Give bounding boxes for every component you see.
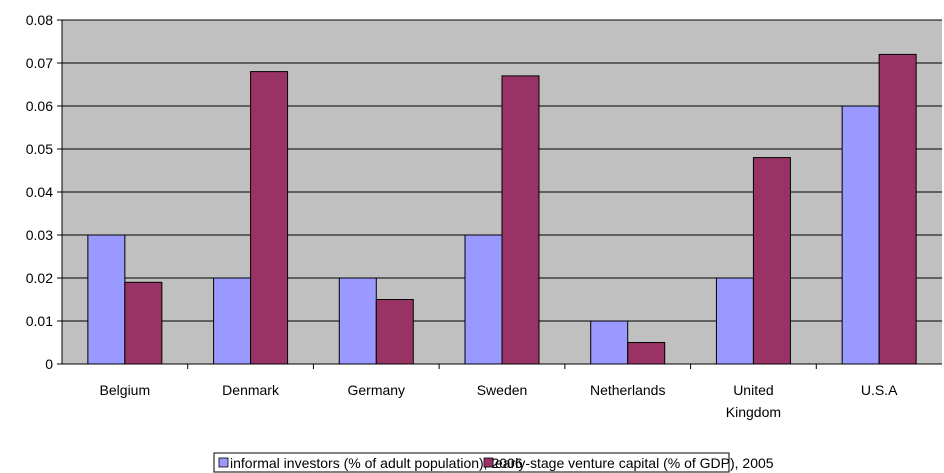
bars	[87, 53, 917, 365]
y-tick-label: 0.05	[26, 141, 53, 157]
bar-informal-investors-united-kingdom	[715, 277, 754, 365]
legend-swatch-informal-investors	[218, 457, 229, 468]
x-tick-label: Germany	[347, 382, 405, 398]
y-tick-label: 0.06	[26, 98, 53, 114]
bar-informal-investors-belgium	[87, 234, 126, 365]
legend-box	[213, 452, 730, 473]
x-tick-label: U.S.A	[861, 382, 898, 398]
x-tick-label: Belgium	[100, 382, 151, 398]
bar-venture-capital-u-s-a	[878, 53, 917, 365]
x-tick-label: Netherlands	[590, 382, 666, 398]
legend-label-informal-investors: informal investors (% of adult populatio…	[230, 455, 523, 471]
legend-label-venture-capital: early-stage venture capital (% of GDP), …	[495, 455, 774, 471]
y-tick-label: 0.03	[26, 227, 53, 243]
bar-venture-capital-united-kingdom	[752, 157, 791, 365]
bar-informal-investors-u-s-a	[841, 105, 880, 365]
bar-venture-capital-netherlands	[627, 342, 666, 365]
bar-venture-capital-germany	[375, 299, 414, 365]
legend: informal investors (% of adult populatio…	[213, 452, 774, 473]
x-tick-label: United Kingdom	[726, 382, 781, 420]
bar-informal-investors-germany	[338, 277, 377, 365]
bar-venture-capital-sweden	[501, 75, 540, 365]
y-tick-label: 0.02	[26, 270, 53, 286]
x-tick-label: Sweden	[477, 382, 528, 398]
y-tick-label: 0.08	[26, 12, 53, 28]
x-axis-ticks: Belgium Denmark Germany Sweden Netherlands Un…	[100, 364, 898, 420]
bar-informal-investors-denmark	[213, 277, 252, 365]
y-axis-ticks: 0 0.01 0.02 0.03 0.04 0.05 0.06 0.07 0.08	[26, 12, 62, 372]
legend-swatch-venture-capital	[483, 457, 494, 468]
y-tick-label: 0.07	[26, 55, 53, 71]
y-tick-label: 0.01	[26, 313, 53, 329]
bar-venture-capital-denmark	[250, 71, 289, 365]
bar-venture-capital-belgium	[124, 281, 163, 365]
x-tick-label: Denmark	[222, 382, 280, 398]
bar-informal-investors-sweden	[464, 234, 503, 365]
bar-informal-investors-netherlands	[590, 320, 629, 365]
y-tick-label: 0	[45, 356, 53, 372]
y-tick-label: 0.04	[26, 184, 53, 200]
